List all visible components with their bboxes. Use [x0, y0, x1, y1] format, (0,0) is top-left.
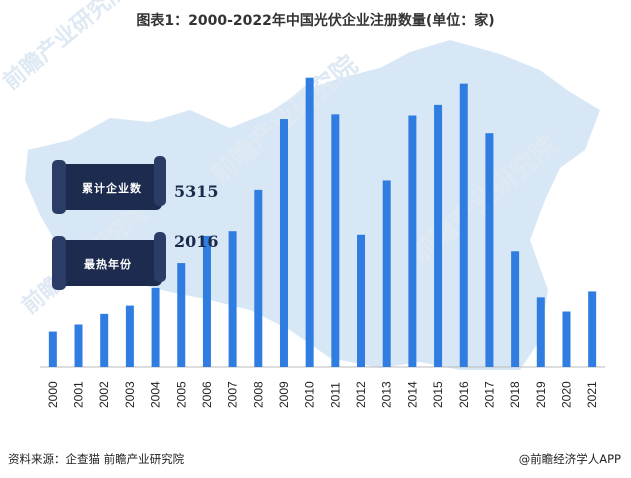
bar-2016 [459, 83, 468, 367]
x-tick-label: 2013 [380, 381, 394, 408]
x-tick-label: 2007 [226, 381, 240, 408]
callout-total-value: 5315 [174, 182, 219, 201]
x-tick-label: 2001 [72, 381, 86, 408]
callout-total-label: 累计企业数 [82, 182, 142, 195]
x-tick-label: 2006 [200, 381, 214, 408]
callout-hot-year-value: 2016 [174, 232, 219, 251]
x-tick-label: 2018 [508, 381, 522, 408]
bar-2002 [100, 313, 109, 367]
bar-2019 [536, 297, 545, 367]
bar-2003 [125, 305, 134, 367]
bar-2013 [382, 180, 391, 367]
x-tick-label: 2011 [328, 382, 342, 408]
callout-hot-year-label: 最热年份 [84, 258, 132, 271]
bar-2005 [177, 263, 186, 367]
x-tick-label: 2015 [431, 381, 445, 408]
bar-2010 [305, 77, 314, 367]
bar-2004 [151, 287, 160, 367]
scroll-banner-hot-year [52, 232, 166, 290]
x-tick-label: 2021 [585, 381, 599, 408]
bar-2007 [228, 231, 237, 367]
bar-2012 [357, 234, 366, 367]
bar-2001 [74, 324, 83, 367]
x-tick-label: 2009 [277, 381, 291, 408]
x-tick-label: 2000 [46, 381, 60, 408]
bar-2000 [48, 331, 57, 367]
x-tick-label: 2020 [559, 381, 573, 408]
bar-2011 [331, 114, 340, 367]
x-tick-label: 2012 [354, 381, 368, 408]
x-tick-label: 2014 [405, 381, 419, 408]
svg-text:前瞻产业研究院: 前瞻产业研究院 [0, 0, 133, 95]
x-tick-label: 2005 [174, 381, 188, 408]
scroll-banner-total [52, 156, 166, 214]
x-tick-label: 2017 [482, 381, 496, 408]
x-tick-label: 2003 [123, 381, 137, 408]
x-tick-label: 2004 [149, 381, 163, 408]
bar-2021 [588, 291, 597, 367]
bar-2009 [279, 119, 288, 368]
x-tick-label: 2019 [534, 381, 548, 408]
source-note: 资料来源：企查猫 前瞻产业研究院 [8, 452, 185, 466]
chart-title: 图表1：2000-2022年中国光伏企业注册数量(单位：家) [136, 13, 495, 29]
x-tick-label: 2016 [457, 381, 471, 408]
bar-2006 [202, 235, 211, 367]
brand-credit: @前瞻经济学人APP [518, 452, 621, 466]
bar-2017 [485, 133, 494, 367]
bar-2008 [254, 189, 263, 367]
x-tick-label: 2008 [251, 381, 265, 408]
x-tick-label: 2002 [97, 381, 111, 408]
bar-2018 [511, 251, 520, 367]
bar-2014 [408, 115, 417, 367]
x-tick-label: 2010 [303, 381, 317, 408]
bar-2015 [434, 104, 443, 367]
bar-2020 [562, 311, 571, 367]
